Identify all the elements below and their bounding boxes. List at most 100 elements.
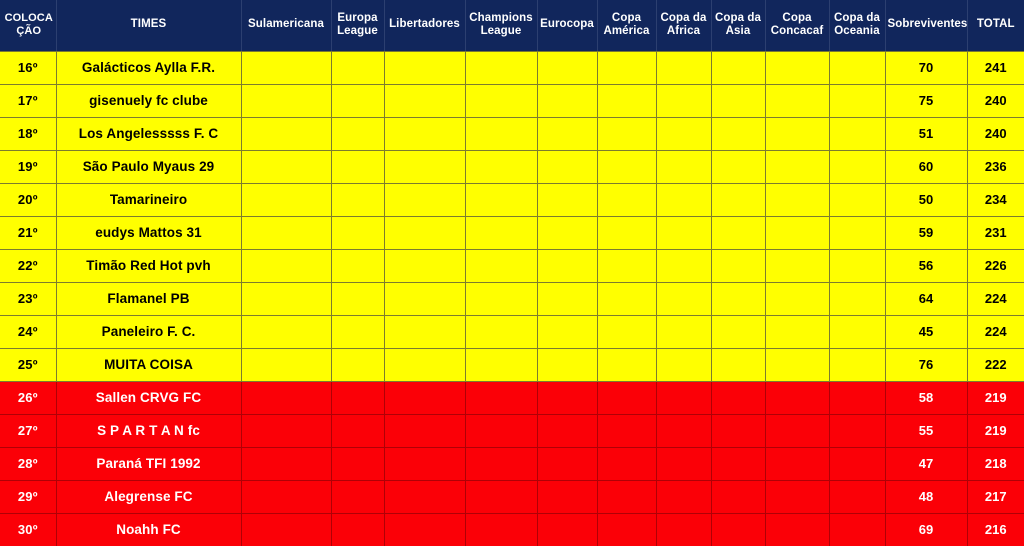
cell-copa-concacaf[interactable]	[765, 150, 830, 184]
cell-sulamericana[interactable]	[241, 84, 332, 118]
cell-copa-america[interactable]	[597, 480, 657, 514]
cell-copa-concacaf[interactable]	[765, 117, 830, 151]
table-row[interactable]: 22º Timão Red Hot pvh 56 226	[0, 249, 1024, 283]
cell-europa-league[interactable]	[331, 447, 385, 481]
cell-copa-da-asia[interactable]	[711, 414, 766, 448]
cell-europa-league[interactable]	[331, 249, 385, 283]
cell-colocacao[interactable]: 21º	[0, 216, 57, 250]
cell-eurocopa[interactable]	[537, 513, 598, 546]
cell-copa-da-africa[interactable]	[656, 282, 712, 316]
cell-copa-concacaf[interactable]	[765, 183, 830, 217]
cell-europa-league[interactable]	[331, 183, 385, 217]
cell-team-name[interactable]: eudys Mattos 31	[56, 216, 242, 250]
cell-copa-da-africa[interactable]	[656, 414, 712, 448]
cell-total[interactable]: 236	[967, 150, 1024, 184]
cell-colocacao[interactable]: 27º	[0, 414, 57, 448]
cell-copa-da-africa[interactable]	[656, 447, 712, 481]
cell-copa-da-oceania[interactable]	[829, 447, 886, 481]
cell-total[interactable]: 226	[967, 249, 1024, 283]
header-cell-europa-league[interactable]: Europa League	[331, 0, 385, 52]
cell-copa-concacaf[interactable]	[765, 513, 830, 546]
header-cell-copa-da-africa[interactable]: Copa da Africa	[656, 0, 712, 52]
cell-total[interactable]: 219	[967, 381, 1024, 415]
cell-libertadores[interactable]	[384, 117, 466, 151]
cell-libertadores[interactable]	[384, 315, 466, 349]
cell-europa-league[interactable]	[331, 282, 385, 316]
cell-team-name[interactable]: São Paulo Myaus 29	[56, 150, 242, 184]
cell-europa-league[interactable]	[331, 348, 385, 382]
cell-eurocopa[interactable]	[537, 381, 598, 415]
table-row[interactable]: 26º Sallen CRVG FC 58 219	[0, 381, 1024, 415]
cell-libertadores[interactable]	[384, 84, 466, 118]
cell-team-name[interactable]: Sallen CRVG FC	[56, 381, 242, 415]
cell-copa-da-asia[interactable]	[711, 84, 766, 118]
cell-champions-league[interactable]	[465, 348, 538, 382]
cell-champions-league[interactable]	[465, 513, 538, 546]
cell-team-name[interactable]: Los Angelesssss F. C	[56, 117, 242, 151]
cell-sulamericana[interactable]	[241, 315, 332, 349]
cell-colocacao[interactable]: 28º	[0, 447, 57, 481]
cell-copa-da-africa[interactable]	[656, 513, 712, 546]
header-cell-eurocopa[interactable]: Eurocopa	[537, 0, 598, 52]
cell-copa-da-oceania[interactable]	[829, 348, 886, 382]
cell-copa-da-asia[interactable]	[711, 513, 766, 546]
cell-eurocopa[interactable]	[537, 447, 598, 481]
cell-libertadores[interactable]	[384, 381, 466, 415]
cell-copa-america[interactable]	[597, 249, 657, 283]
cell-total[interactable]: 224	[967, 315, 1024, 349]
cell-team-name[interactable]: Flamanel PB	[56, 282, 242, 316]
cell-sulamericana[interactable]	[241, 51, 332, 85]
cell-europa-league[interactable]	[331, 150, 385, 184]
cell-europa-league[interactable]	[331, 315, 385, 349]
cell-copa-da-oceania[interactable]	[829, 150, 886, 184]
cell-copa-america[interactable]	[597, 414, 657, 448]
cell-colocacao[interactable]: 16º	[0, 51, 57, 85]
table-row[interactable]: 30º Noahh FC 69 216	[0, 513, 1024, 546]
cell-copa-da-asia[interactable]	[711, 117, 766, 151]
cell-eurocopa[interactable]	[537, 183, 598, 217]
cell-copa-da-asia[interactable]	[711, 183, 766, 217]
cell-libertadores[interactable]	[384, 282, 466, 316]
table-row[interactable]: 21º eudys Mattos 31 59 231	[0, 216, 1024, 250]
cell-copa-america[interactable]	[597, 117, 657, 151]
cell-copa-da-asia[interactable]	[711, 282, 766, 316]
cell-copa-da-oceania[interactable]	[829, 117, 886, 151]
header-cell-copa-america[interactable]: Copa América	[597, 0, 657, 52]
cell-copa-da-africa[interactable]	[656, 216, 712, 250]
cell-europa-league[interactable]	[331, 480, 385, 514]
cell-copa-concacaf[interactable]	[765, 315, 830, 349]
table-row[interactable]: 23º Flamanel PB 64 224	[0, 282, 1024, 316]
cell-colocacao[interactable]: 22º	[0, 249, 57, 283]
cell-libertadores[interactable]	[384, 51, 466, 85]
cell-sobreviventes[interactable]: 64	[885, 282, 968, 316]
cell-copa-da-asia[interactable]	[711, 348, 766, 382]
cell-sobreviventes[interactable]: 70	[885, 51, 968, 85]
cell-champions-league[interactable]	[465, 381, 538, 415]
cell-europa-league[interactable]	[331, 51, 385, 85]
cell-team-name[interactable]: Timão Red Hot pvh	[56, 249, 242, 283]
cell-eurocopa[interactable]	[537, 282, 598, 316]
cell-total[interactable]: 224	[967, 282, 1024, 316]
cell-eurocopa[interactable]	[537, 414, 598, 448]
cell-team-name[interactable]: MUITA COISA	[56, 348, 242, 382]
table-row[interactable]: 18º Los Angelesssss F. C 51 240	[0, 117, 1024, 151]
cell-copa-da-oceania[interactable]	[829, 480, 886, 514]
cell-eurocopa[interactable]	[537, 249, 598, 283]
cell-copa-da-oceania[interactable]	[829, 249, 886, 283]
table-row[interactable]: 28º Paraná TFI 1992 47 218	[0, 447, 1024, 481]
cell-copa-da-oceania[interactable]	[829, 315, 886, 349]
cell-europa-league[interactable]	[331, 381, 385, 415]
cell-copa-da-oceania[interactable]	[829, 282, 886, 316]
cell-copa-da-asia[interactable]	[711, 51, 766, 85]
cell-total[interactable]: 240	[967, 117, 1024, 151]
header-cell-copa-da-oceania[interactable]: Copa da Oceania	[829, 0, 886, 52]
cell-europa-league[interactable]	[331, 216, 385, 250]
cell-champions-league[interactable]	[465, 216, 538, 250]
cell-copa-america[interactable]	[597, 381, 657, 415]
cell-europa-league[interactable]	[331, 414, 385, 448]
cell-copa-da-asia[interactable]	[711, 480, 766, 514]
cell-sobreviventes[interactable]: 51	[885, 117, 968, 151]
cell-copa-da-africa[interactable]	[656, 51, 712, 85]
cell-total[interactable]: 217	[967, 480, 1024, 514]
cell-libertadores[interactable]	[384, 249, 466, 283]
